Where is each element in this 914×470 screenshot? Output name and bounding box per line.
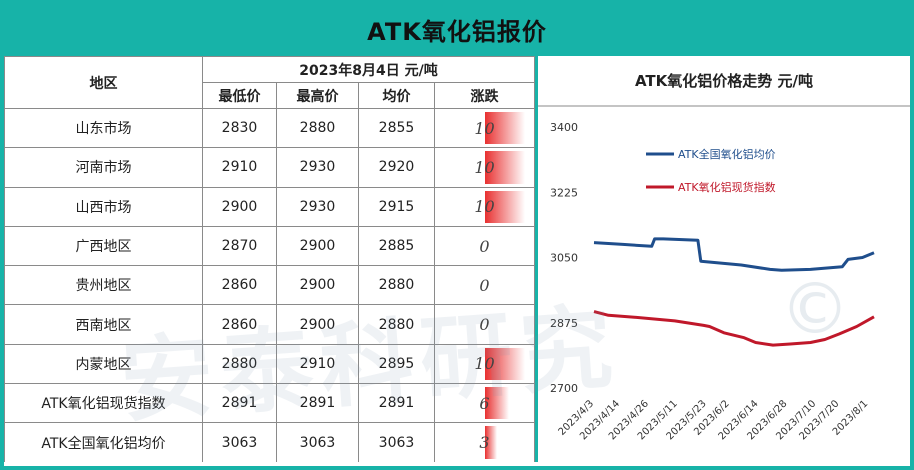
- high-price-cell: 2910: [276, 343, 359, 385]
- table-row: ATK氧化铝现货指数 2891 2891 2891 6: [4, 383, 535, 424]
- bottom-strip: [4, 462, 910, 466]
- low-price-cell: 2880: [202, 343, 277, 385]
- avg-price-cell: 3063: [358, 422, 435, 463]
- low-price-cell: 2910: [202, 147, 277, 188]
- region-cell: 西南地区: [4, 304, 203, 345]
- region-cell: ATK全国氧化铝均价: [4, 422, 203, 463]
- col-header-change: 涨跌: [434, 82, 535, 109]
- table-row: 广西地区 2870 2900 2885 0: [4, 225, 535, 267]
- change-bar: [485, 387, 509, 420]
- avg-price-cell: 2920: [358, 147, 435, 188]
- change-cell: 10: [434, 147, 535, 188]
- y-tick-label: 2875: [550, 317, 578, 330]
- low-price-cell: 2900: [202, 186, 277, 227]
- y-tick-label: 3050: [550, 252, 578, 265]
- date-header: 2023年8月4日 元/吨: [202, 56, 535, 83]
- avg-price-cell: 2895: [358, 343, 435, 385]
- change-value: 10: [474, 157, 495, 177]
- region-cell: 山东市场: [4, 107, 203, 149]
- price-table-panel: 地区 2023年8月4日 元/吨 最低价 最高价 均价 涨跌 山东市场 2830 2…: [4, 56, 535, 463]
- y-tick-label: 2700: [550, 382, 578, 395]
- legend-label-national: ATK全国氧化铝均价: [678, 147, 776, 161]
- change-value: 0: [479, 315, 490, 335]
- change-cell: 10: [434, 343, 535, 385]
- chart-panel: ATK氧化铝价格走势 元/吨 2700 2875 3050 3225 3400 2023/4…: [538, 56, 910, 462]
- region-cell: 内蒙地区: [4, 343, 203, 385]
- legend-label-index: ATK氧化铝现货指数: [678, 180, 776, 194]
- region-cell: 广西地区: [4, 225, 203, 267]
- high-price-cell: 2880: [276, 107, 359, 149]
- low-price-cell: 2830: [202, 107, 277, 149]
- region-cell: 贵州地区: [4, 265, 203, 306]
- series-line-national: [593, 237, 875, 272]
- avg-price-cell: 2880: [358, 304, 435, 345]
- change-cell: 10: [434, 107, 535, 149]
- change-bar: [485, 426, 497, 459]
- table-row: 内蒙地区 2880 2910 2895 10: [4, 343, 535, 385]
- change-value: 0: [479, 275, 490, 295]
- high-price-cell: 2900: [276, 225, 359, 267]
- change-bar: [485, 151, 525, 184]
- avg-price-cell: 2885: [358, 225, 435, 267]
- region-cell: 山西市场: [4, 186, 203, 227]
- change-bar: [485, 112, 525, 145]
- region-cell: 河南市场: [4, 147, 203, 188]
- avg-price-cell: 2855: [358, 107, 435, 149]
- change-value: 10: [474, 118, 495, 138]
- change-value: 0: [479, 236, 490, 256]
- change-bar: [485, 190, 525, 223]
- price-table-body: 山东市场 2830 2880 2855 10 河南市场 2910 2930 2920 10 山西市场…: [4, 107, 535, 463]
- high-price-cell: 2900: [276, 265, 359, 306]
- table-row: 山西市场 2900 2930 2915 10: [4, 186, 535, 227]
- change-cell: 3: [434, 422, 535, 463]
- high-price-cell: 2900: [276, 304, 359, 345]
- high-price-cell: 2891: [276, 383, 359, 424]
- low-price-cell: 2860: [202, 304, 277, 345]
- change-bar: [485, 347, 525, 381]
- high-price-cell: 2930: [276, 186, 359, 227]
- region-cell: ATK氧化铝现货指数: [4, 383, 203, 424]
- change-cell: 0: [434, 225, 535, 267]
- y-tick-label: 3225: [550, 186, 578, 199]
- table-row: 贵州地区 2860 2900 2880 0: [4, 265, 535, 306]
- change-cell: 0: [434, 304, 535, 345]
- series-line-index: [593, 310, 875, 347]
- region-header: 地区: [4, 56, 203, 109]
- page-title: ATK氧化铝报价: [367, 17, 547, 46]
- col-header-low: 最低价: [202, 82, 277, 109]
- low-price-cell: 2860: [202, 265, 277, 306]
- change-cell: 10: [434, 186, 535, 227]
- change-value: 10: [474, 354, 495, 374]
- low-price-cell: 2891: [202, 383, 277, 424]
- col-header-avg: 均价: [358, 82, 435, 109]
- table-row: ATK全国氧化铝均价 3063 3063 3063 3: [4, 422, 535, 463]
- change-value: 3: [479, 433, 490, 453]
- low-price-cell: 3063: [202, 422, 277, 463]
- chart-title: ATK氧化铝价格走势 元/吨: [635, 72, 813, 90]
- col-header-high: 最高价: [276, 82, 359, 109]
- change-cell: 6: [434, 383, 535, 424]
- high-price-cell: 3063: [276, 422, 359, 463]
- avg-price-cell: 2880: [358, 265, 435, 306]
- low-price-cell: 2870: [202, 225, 277, 267]
- table-row: 西南地区 2860 2900 2880 0: [4, 304, 535, 345]
- table-row: 河南市场 2910 2930 2920 10: [4, 147, 535, 188]
- change-cell: 0: [434, 265, 535, 306]
- table-row: 山东市场 2830 2880 2855 10: [4, 107, 535, 149]
- avg-price-cell: 2915: [358, 186, 435, 227]
- change-value: 6: [479, 393, 490, 413]
- price-table: 地区 2023年8月4日 元/吨 最低价 最高价 均价 涨跌 山东市场 2830 2…: [4, 56, 535, 463]
- change-value: 10: [474, 197, 495, 217]
- title-bar: ATK氧化铝报价: [4, 4, 910, 54]
- price-trend-chart: ATK氧化铝价格走势 元/吨270028753050322534002023/4…: [538, 72, 910, 442]
- y-tick-label: 3400: [550, 121, 578, 134]
- high-price-cell: 2930: [276, 147, 359, 188]
- avg-price-cell: 2891: [358, 383, 435, 424]
